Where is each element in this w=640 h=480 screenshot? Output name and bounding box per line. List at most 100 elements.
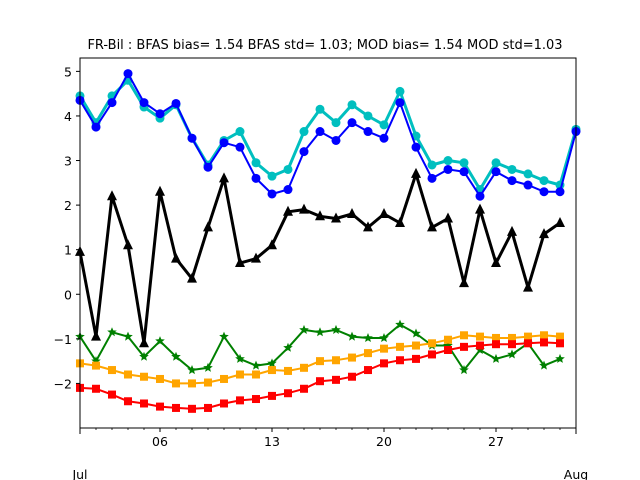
data-point [203,362,213,372]
data-point [364,366,372,375]
data-point [443,156,453,166]
data-point [555,353,565,363]
data-point [123,69,133,79]
data-point [459,158,469,168]
data-point [156,374,164,383]
data-point [267,189,277,199]
data-point [411,142,421,152]
data-point [203,162,213,172]
data-point [332,356,340,365]
chart-title: FR-Bil : BFAS bias= 1.54 BFAS std= 1.03;… [87,38,562,53]
data-point [300,363,308,372]
x-month-label: Aug [564,467,588,480]
data-point [236,370,244,379]
data-point [235,353,245,363]
data-point [284,389,292,398]
data-point [91,356,101,366]
data-point [492,333,500,342]
x-tick-label: 27 [488,434,504,449]
data-point [155,336,165,346]
data-point [284,366,292,375]
data-point [363,333,373,342]
series-5-line [79,341,561,410]
data-point [332,375,340,384]
data-point [379,133,389,143]
data-point [299,203,309,214]
data-point [427,221,437,232]
data-point [363,127,373,137]
data-point [363,111,373,121]
data-point [236,396,244,405]
data-point [155,109,165,119]
data-point [396,356,404,365]
data-point [524,339,532,348]
data-point [444,345,452,354]
data-point [315,210,325,221]
data-point [316,357,324,366]
y-tick-label: −2 [54,376,72,391]
data-point [444,335,452,344]
data-point [331,324,341,334]
data-point [539,360,549,370]
y-tick-label: 5 [64,64,72,79]
data-point [123,239,133,250]
data-point [459,365,469,375]
data-point [172,379,180,388]
data-point [331,212,341,223]
x-tick-label: 13 [264,434,280,449]
series-2 [75,167,565,348]
data-point [539,228,549,239]
data-point [252,370,260,379]
data-point [348,353,356,362]
y-tick-label: 0 [64,287,72,302]
data-point [396,342,404,351]
data-point [267,358,277,368]
data-point [491,167,501,177]
data-point [395,216,405,227]
data-point [251,173,261,183]
series-2-line [78,172,561,345]
data-point [315,327,325,337]
data-point [476,341,484,350]
data-point [140,399,148,408]
series-1-line [79,72,577,198]
data-point [299,147,309,157]
data-point [508,340,516,349]
data-point [171,98,181,108]
data-point [171,351,181,361]
data-point [556,332,564,341]
data-point [443,212,453,223]
data-point [219,138,229,148]
data-point [188,404,196,413]
x-month-label: Jul [71,467,87,480]
data-point [140,372,148,381]
data-point [156,402,164,411]
data-point [380,359,388,368]
data-point [540,338,548,347]
data-point [219,172,229,183]
data-point [507,225,517,236]
data-point [235,257,245,268]
data-point [300,384,308,393]
data-point [460,342,468,351]
data-point [411,328,421,338]
data-point [379,333,389,342]
data-point [331,135,341,145]
data-point [299,324,309,334]
data-point [91,330,101,341]
series-4 [76,331,564,388]
data-point [476,332,484,341]
data-point [251,360,261,370]
data-point [139,98,149,108]
data-point [91,122,101,132]
data-point [412,341,420,350]
series-1 [75,69,581,201]
data-point [108,390,116,399]
data-point [123,331,133,341]
data-point [539,187,549,197]
data-point [507,349,517,359]
y-tick-label: −1 [54,332,72,347]
data-point [379,208,389,219]
data-point [139,337,149,348]
